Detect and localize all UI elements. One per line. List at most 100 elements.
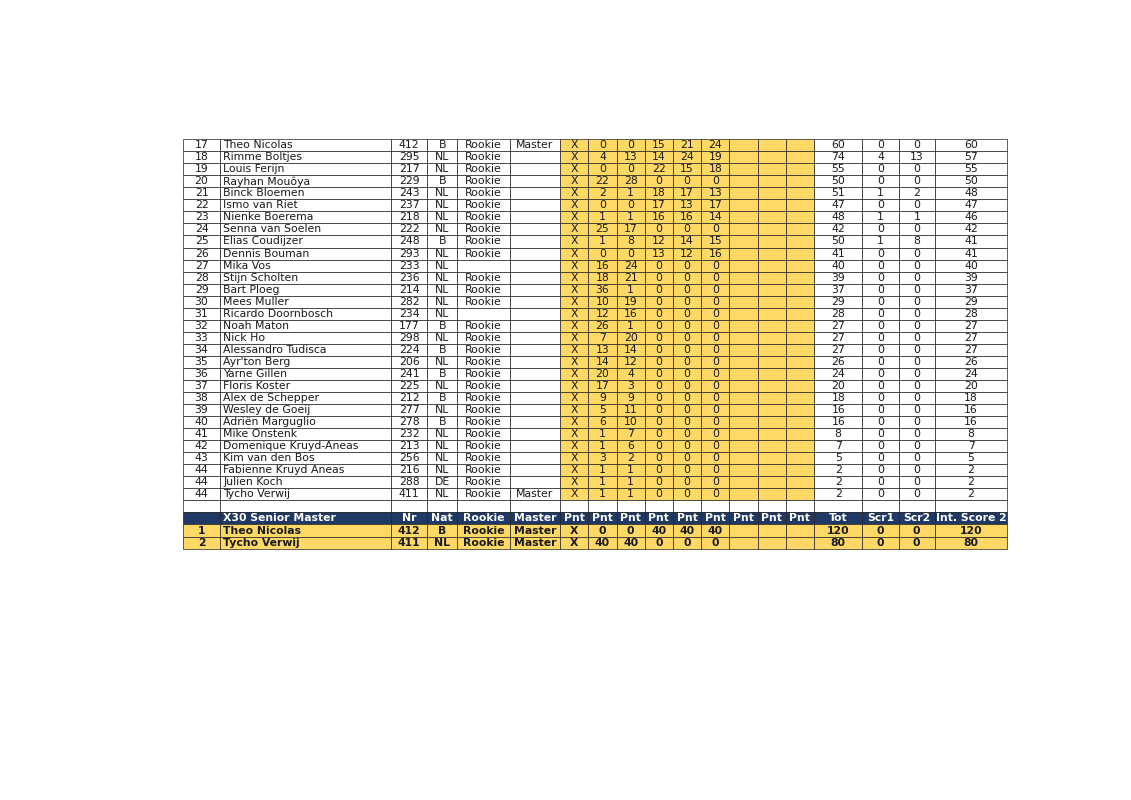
Text: 212: 212	[399, 393, 420, 403]
Bar	[588, 320, 616, 332]
Bar	[758, 271, 786, 284]
Text: Pnt: Pnt	[648, 514, 670, 523]
Text: 217: 217	[399, 164, 420, 174]
Bar	[219, 416, 391, 428]
Text: 0: 0	[711, 538, 719, 547]
Bar	[560, 392, 588, 404]
Bar	[457, 380, 510, 392]
Text: Pnt: Pnt	[592, 514, 613, 523]
Text: X: X	[570, 152, 578, 162]
Bar	[899, 452, 935, 464]
Bar	[560, 537, 588, 549]
Text: 40: 40	[708, 526, 723, 535]
Text: 0: 0	[877, 490, 884, 499]
Bar	[588, 416, 616, 428]
Text: 0: 0	[655, 381, 663, 391]
Bar	[899, 332, 935, 344]
Text: Rookie: Rookie	[465, 237, 502, 246]
Bar	[457, 247, 510, 259]
Bar	[560, 308, 588, 320]
Bar	[510, 211, 560, 223]
Bar	[510, 344, 560, 356]
Bar	[645, 476, 673, 488]
Bar	[457, 187, 510, 199]
Text: Rookie: Rookie	[463, 514, 504, 523]
Bar	[758, 380, 786, 392]
Text: 5: 5	[968, 454, 975, 463]
Bar	[391, 380, 428, 392]
Text: 1: 1	[877, 188, 884, 198]
Text: 0: 0	[711, 381, 719, 391]
Bar	[616, 284, 645, 296]
Text: 34: 34	[195, 345, 208, 355]
Text: 40: 40	[623, 538, 638, 547]
Bar	[935, 151, 1008, 163]
Text: Nat: Nat	[432, 514, 454, 523]
Bar	[457, 476, 510, 488]
Bar	[457, 320, 510, 332]
Bar	[588, 259, 616, 271]
Bar	[862, 332, 899, 344]
Bar	[391, 332, 428, 344]
Bar	[935, 392, 1008, 404]
Text: 0: 0	[598, 526, 606, 535]
Text: 40: 40	[195, 417, 208, 427]
Bar	[616, 368, 645, 380]
Bar	[729, 308, 758, 320]
Bar	[457, 139, 510, 151]
Text: NL: NL	[435, 152, 449, 162]
Text: 33: 33	[195, 333, 208, 343]
Text: 1: 1	[628, 285, 634, 294]
Bar	[645, 211, 673, 223]
Bar	[588, 199, 616, 211]
Text: 36: 36	[596, 285, 610, 294]
Bar	[645, 525, 673, 537]
Bar	[616, 235, 645, 247]
Bar	[673, 139, 701, 151]
Text: 14: 14	[624, 345, 638, 355]
Bar	[862, 223, 899, 235]
Text: 40: 40	[595, 538, 610, 547]
Bar	[814, 211, 862, 223]
Bar	[588, 211, 616, 223]
Bar	[786, 380, 814, 392]
Bar	[645, 344, 673, 356]
Text: B: B	[439, 417, 446, 427]
Bar	[428, 247, 457, 259]
Text: 37: 37	[965, 285, 978, 294]
Bar	[899, 139, 935, 151]
Bar	[814, 320, 862, 332]
Text: 39: 39	[965, 273, 978, 282]
Text: 16: 16	[965, 405, 978, 415]
Bar	[428, 296, 457, 308]
Bar	[786, 235, 814, 247]
Bar	[588, 440, 616, 452]
Text: Nienke Boerema: Nienke Boerema	[223, 212, 313, 222]
Bar	[510, 525, 560, 537]
Bar	[814, 501, 862, 513]
Text: B: B	[439, 393, 446, 403]
Bar	[457, 416, 510, 428]
Text: 0: 0	[913, 309, 921, 318]
Bar	[814, 332, 862, 344]
Text: 0: 0	[913, 321, 921, 330]
Bar	[729, 235, 758, 247]
Text: 27: 27	[831, 321, 845, 330]
Text: Tycho Verwij: Tycho Verwij	[223, 490, 291, 499]
Text: 1: 1	[628, 321, 634, 330]
Bar	[935, 428, 1008, 440]
Bar	[935, 247, 1008, 259]
Text: X: X	[570, 261, 578, 270]
Bar	[588, 356, 616, 368]
Bar	[616, 344, 645, 356]
Bar	[588, 537, 616, 549]
Bar	[428, 537, 457, 549]
Bar	[862, 440, 899, 452]
Bar	[616, 464, 645, 476]
Text: NL: NL	[434, 538, 450, 547]
Text: 4: 4	[877, 152, 884, 162]
Text: 233: 233	[399, 261, 420, 270]
Text: 0: 0	[683, 176, 691, 186]
Bar	[588, 452, 616, 464]
Bar	[645, 175, 673, 187]
